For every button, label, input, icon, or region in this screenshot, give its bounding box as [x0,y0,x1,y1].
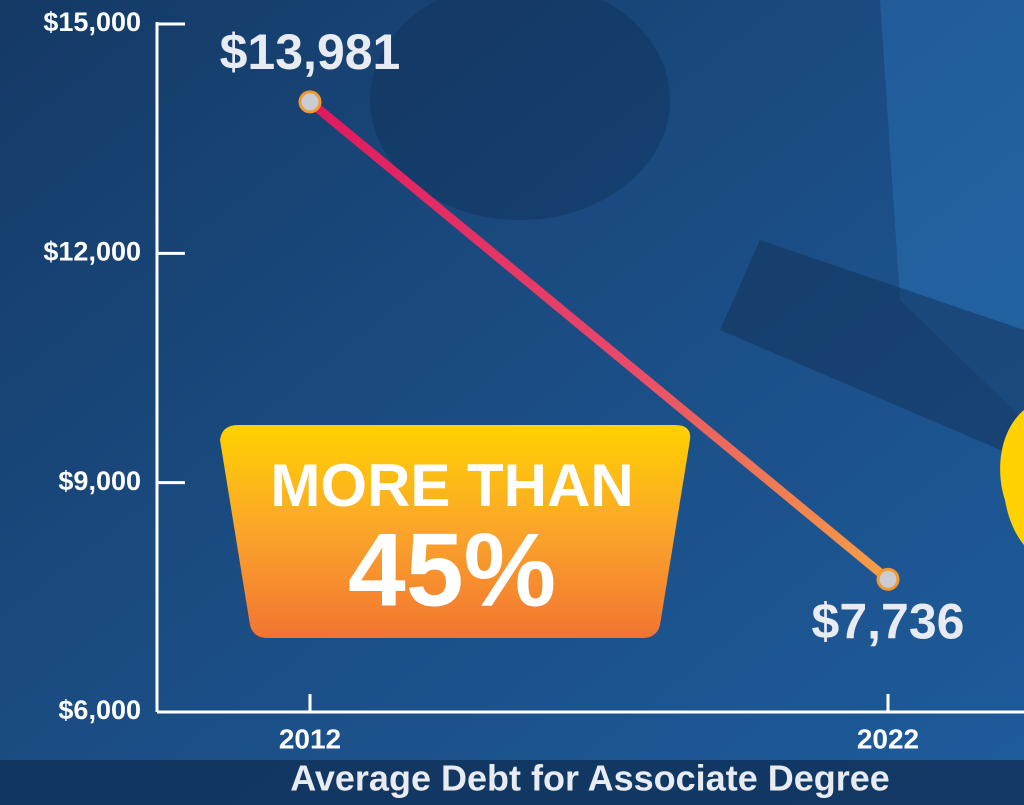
point [878,569,898,589]
chart-title: Average Debt for Associate Degree [290,758,890,799]
page: {"chart_data": {"type": "line", "title":… [0,0,1024,805]
value-label: $7,736 [812,593,965,649]
x-tick-label: 2022 [857,723,919,754]
chart: MORE THAN 45% Average Debt for Associate… [0,0,1024,805]
y-tick-label: $15,000 [43,7,141,37]
annotation: MORE THAN [270,452,633,519]
y-tick-label: $6,000 [58,695,141,725]
value-label: $13,981 [220,24,401,80]
y-tick-label: $12,000 [43,236,141,266]
y-tick-label: $9,000 [58,466,141,496]
x-tick-label: 2012 [279,723,341,754]
annotation: 45% [348,512,556,628]
point [300,92,320,112]
